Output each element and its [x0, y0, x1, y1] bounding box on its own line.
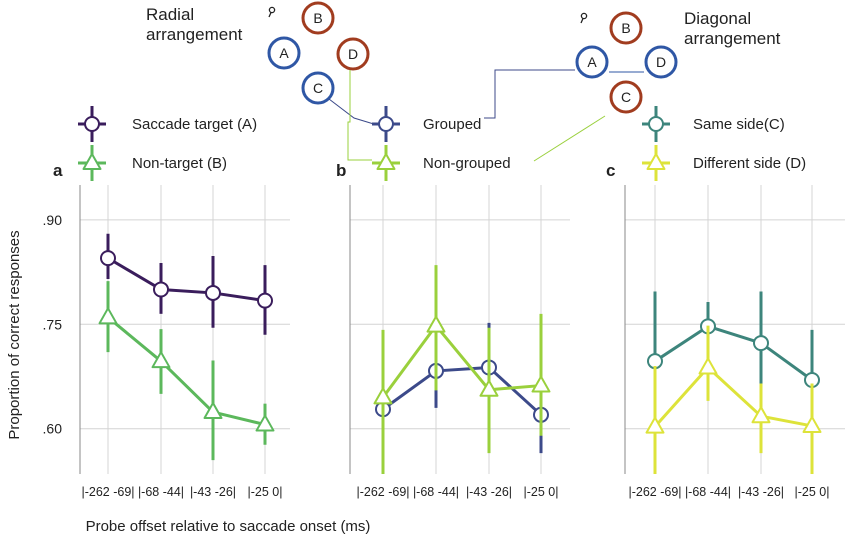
- legend-label: Saccade target (A): [132, 116, 257, 133]
- data-point-triangle: [751, 406, 771, 424]
- legend-marker-circle: [378, 116, 394, 132]
- x-tick-label: |-68 -44|: [413, 485, 459, 499]
- series-2: [645, 325, 822, 474]
- non-grouped-connector-right: [533, 115, 606, 162]
- legend-label: Same side(C): [693, 116, 785, 133]
- panel-b: |-262 -69| |-68 -44| |-43 -26| |-25 0| b Grou…: [336, 106, 570, 499]
- fixation-icon: [580, 12, 588, 24]
- series-1: [100, 233, 273, 335]
- data-point-triangle: [531, 375, 551, 393]
- panel-c: |-262 -69| |-68 -44| |-43 -26| |-25 0| c Same…: [606, 106, 845, 499]
- data-point-triangle: [698, 357, 718, 375]
- legend-marker-triangle: [646, 153, 666, 170]
- x-tick-label: |-25 0|: [248, 485, 283, 499]
- radial-title-line1: Radial: [146, 5, 194, 24]
- series-1: [375, 322, 549, 474]
- diagonal-letter-c: C: [621, 89, 631, 105]
- data-point-triangle: [203, 402, 223, 420]
- diagonal-circle-c: [609, 80, 643, 114]
- radial-letter-c: C: [313, 80, 323, 96]
- panel-letter: b: [336, 161, 346, 180]
- x-tick-label: |-262 -69|: [356, 485, 409, 499]
- data-point-circle: [753, 335, 769, 352]
- data-point-triangle: [426, 315, 446, 333]
- series-line: [107, 256, 266, 303]
- grouped-connector-right: [484, 69, 575, 119]
- radial-title-line2: arrangement: [146, 25, 243, 44]
- radial-letter-b: B: [313, 10, 322, 26]
- x-tick-label: |-43 -26|: [466, 485, 512, 499]
- y-axis-title: Proportion of correct responses: [6, 230, 23, 439]
- y-tick-label: .90: [43, 212, 63, 228]
- x-tick-label: |-43 -26|: [738, 485, 784, 499]
- series-line: [107, 316, 266, 427]
- series-line: [654, 324, 813, 382]
- legend-label: Non-target (B): [132, 155, 227, 172]
- diagonal-title-line1: Diagonal: [684, 9, 751, 28]
- y-tick-label: .75: [43, 316, 63, 332]
- legend-marker-circle: [84, 116, 100, 132]
- legend-label: Different side (D): [693, 155, 806, 172]
- series-line: [382, 365, 543, 416]
- series-line: [653, 365, 813, 428]
- data-point-triangle: [802, 415, 822, 433]
- diagonal-letter-d: D: [656, 54, 666, 70]
- data-point-circle: [257, 292, 273, 309]
- x-tick-label: |-68 -44|: [685, 485, 731, 499]
- radial-circle-b: [301, 1, 335, 35]
- series-line: [381, 324, 542, 399]
- radial-circle-c: [301, 71, 335, 105]
- x-tick-label: |-262 -69|: [628, 485, 681, 499]
- data-point-triangle: [151, 351, 171, 369]
- data-point-circle: [153, 281, 169, 298]
- legend-label: Non-grouped: [423, 155, 511, 172]
- radial-letter-a: A: [279, 45, 289, 61]
- data-point-triangle: [98, 307, 118, 325]
- panel-letter: a: [53, 161, 63, 180]
- y-tick-label: .60: [43, 421, 63, 437]
- data-point-triangle: [373, 387, 393, 405]
- diagonal-circle-a: [575, 45, 609, 79]
- x-tick-label: |-25 0|: [524, 485, 559, 499]
- legend-entry: Same side(C): [642, 106, 785, 142]
- x-tick-label: |-25 0|: [795, 485, 830, 499]
- fixation-icon: [268, 6, 276, 18]
- grouped-connector: [328, 98, 378, 126]
- radial-circle-d: [336, 37, 370, 71]
- panel-letter: c: [606, 161, 615, 180]
- diagonal-title-line2: arrangement: [684, 29, 781, 48]
- legend-label: Grouped: [423, 116, 481, 133]
- x-tick-label: |-43 -26|: [190, 485, 236, 499]
- data-point-triangle: [479, 379, 499, 397]
- data-point-triangle: [645, 416, 665, 434]
- legend-entry: Saccade target (A): [78, 106, 257, 142]
- data-point-circle: [100, 250, 116, 267]
- non-grouped-connector: [347, 70, 372, 161]
- x-axis-title: Probe offset relative to saccade onset (…: [86, 518, 371, 535]
- radial-letter-d: D: [348, 46, 358, 62]
- legend-entry: Different side (D): [642, 145, 806, 181]
- data-point-triangle: [255, 414, 275, 432]
- diagonal-circle-d: [644, 45, 678, 79]
- legend-entry: Grouped: [372, 106, 481, 142]
- legend-marker-triangle: [82, 153, 102, 170]
- x-tick-label: |-262 -69|: [81, 485, 134, 499]
- series-2: [98, 281, 275, 461]
- diagonal-letter-b: B: [621, 20, 630, 36]
- data-point-circle: [205, 284, 221, 301]
- panel-a: .90 .75 .60 |-262 -69| |-68 -44| |-43 -26| |-2…: [43, 106, 290, 499]
- legend-marker-triangle: [376, 153, 396, 170]
- legend-entry: Non-grouped: [372, 145, 511, 181]
- series-2: [373, 265, 551, 474]
- diagonal-diagram: Diagonal arrangement B A D C: [484, 9, 781, 162]
- legend-marker-circle: [648, 116, 664, 132]
- legend-entry: Non-target (B): [78, 145, 227, 181]
- diagonal-circle-b: [609, 11, 643, 45]
- diagonal-letter-a: A: [587, 54, 597, 70]
- radial-circle-a: [267, 36, 301, 70]
- radial-diagram: Radial arrangement B A D C: [146, 1, 378, 161]
- x-tick-label: |-68 -44|: [138, 485, 184, 499]
